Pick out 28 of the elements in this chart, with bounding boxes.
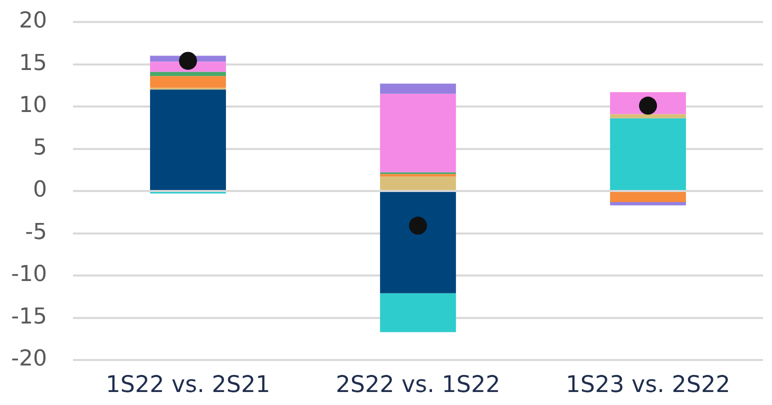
bar xyxy=(380,176,456,190)
y-tick-label: 10 xyxy=(19,93,47,118)
y-tick-label: 15 xyxy=(19,50,47,76)
bar xyxy=(610,118,686,190)
y-tick-label: 5 xyxy=(33,135,47,160)
bar xyxy=(380,94,456,172)
point xyxy=(639,96,657,115)
bar xyxy=(150,90,226,190)
point xyxy=(409,216,427,235)
bar xyxy=(150,72,226,76)
y-tick-label: -10 xyxy=(11,262,47,288)
bar xyxy=(610,202,686,206)
x-tick-label: 2S22 vs. 1S22 xyxy=(336,372,500,398)
bar xyxy=(610,192,686,202)
bar xyxy=(610,114,686,118)
y-tick-label: -15 xyxy=(11,304,47,330)
y-tick-label: 20 xyxy=(19,8,47,34)
bar xyxy=(380,84,456,94)
y-tick-label: -20 xyxy=(11,346,47,372)
bar xyxy=(380,174,456,177)
bar xyxy=(380,293,456,332)
x-tick-label: 1S23 vs. 2S22 xyxy=(566,372,730,398)
point xyxy=(179,52,197,70)
bar xyxy=(380,192,456,294)
y-tick-label: 0 xyxy=(33,178,47,203)
bar xyxy=(150,76,226,88)
x-tick-label: 1S22 vs. 2S21 xyxy=(106,372,270,398)
y-tick-label: -5 xyxy=(25,220,47,245)
